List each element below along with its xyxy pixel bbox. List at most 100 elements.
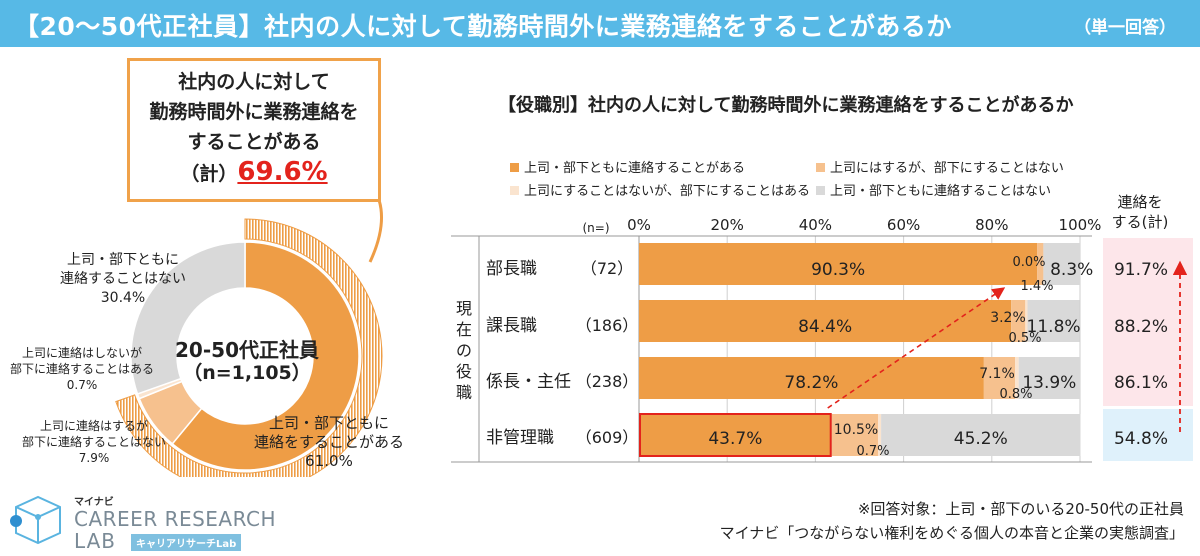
legend-item-both: 上司・部下ともに連絡することがある — [510, 157, 745, 176]
legend-swatch-subordinate-only — [510, 186, 519, 195]
donut-label-subordinate-only: 上司に連絡はしないが 部下に連絡することはある 0.7% — [10, 345, 154, 393]
y-axis-label-char-3: 役 — [456, 362, 472, 381]
data-label-subordinate-only-kacho: 0.5% — [1008, 331, 1041, 346]
total-header-line1: 連絡を — [1117, 193, 1162, 211]
donut-label-sup-line2: 部下に連絡することはない — [22, 435, 167, 449]
bar-superior-only-non-manager — [831, 414, 879, 456]
total-value-kacho: 88.2% — [1114, 317, 1168, 337]
footer-source: マイナビ「つながらない権利をめぐる個人の本音と企業の実態調査」 — [719, 524, 1184, 542]
data-label-neither-non-manager: 45.2% — [954, 429, 1008, 449]
row-label-non-manager: 非管理職 — [486, 428, 554, 448]
data-label-both-kacho: 84.4% — [798, 317, 852, 337]
data-label-neither-bucho: 8.3% — [1050, 260, 1093, 280]
row-n-kacho: （186） — [576, 316, 639, 335]
bar-neither-kacho — [1027, 300, 1080, 342]
total-bg-non-manager — [1103, 409, 1193, 461]
x-tick-label-100: 100% — [1059, 216, 1102, 234]
donut-label-neither: 上司・部下ともに 連絡することはない 30.4% — [60, 251, 186, 308]
bar-neither-bucho — [1043, 243, 1080, 285]
data-label-subordinate-only-kakaricho: 0.8% — [999, 387, 1032, 402]
data-label-both-kakaricho: 78.2% — [784, 373, 838, 393]
donut-label-sub-line1: 上司に連絡はしないが — [22, 346, 143, 360]
x-tick-label-60: 60% — [887, 216, 920, 234]
data-label-both-non-manager: 43.7% — [708, 429, 762, 449]
x-tick-label-20: 20% — [711, 216, 744, 234]
bar-subordinate-only-kakaricho — [1015, 357, 1019, 399]
data-label-superior-only-bucho: 1.4% — [1020, 279, 1053, 294]
data-label-neither-kakaricho: 13.9% — [1022, 373, 1076, 393]
data-label-neither-kacho: 11.8% — [1027, 317, 1081, 337]
row-n-bucho: （72） — [581, 259, 633, 278]
row-label-kakaricho: 係長・主任 — [486, 372, 571, 392]
total-callout: 社内の人に対して 勤務時間外に業務連絡を することがある （計）69.6% — [127, 58, 381, 202]
legend-label-both: 上司・部下ともに連絡することがある — [524, 161, 746, 176]
bar-neither-non-manager — [881, 414, 1081, 456]
logo-kana: キャリアリサーチLab — [131, 534, 242, 551]
career-research-lab-logo — [10, 495, 61, 545]
bar-both-kakaricho — [639, 357, 984, 399]
donut-label-neither-line2: 連絡することはない — [60, 271, 186, 287]
callout-line-3: することがある — [187, 131, 321, 153]
data-label-both-bucho: 90.3% — [811, 260, 865, 280]
data-label-superior-only-kakaricho: 7.1% — [979, 366, 1015, 382]
legend-label-subordinate-only: 上司にすることはないが、部下にすることはある — [524, 184, 811, 199]
highlight-box-non-manager — [639, 413, 832, 457]
callout-line-2: 勤務時間外に業務連絡を — [149, 101, 359, 123]
legend-swatch-both — [510, 163, 519, 172]
answer-type-note: （単一回答） — [1074, 18, 1176, 38]
donut-center-title: 20-50代正社員 — [175, 338, 319, 362]
bar-chart-title: 【役職別】社内の人に対して勤務時間外に業務連絡をすることがあるか — [498, 95, 1074, 116]
logo-line-1: CAREER RESEARCH — [74, 507, 277, 531]
n-header-label: (n=) — [582, 221, 609, 235]
title-banner: 【20～50代正社員】社内の人に対して勤務時間外に業務連絡をすることがあるか （… — [0, 0, 1200, 47]
data-label-superior-only-non-manager: 10.5% — [834, 422, 878, 438]
row-n-kakaricho: （238） — [576, 372, 639, 391]
y-axis-label-char-4: 職 — [456, 383, 472, 402]
callout-line-1: 社内の人に対して — [178, 71, 330, 93]
bar-superior-only-bucho — [1037, 243, 1044, 285]
total-header-line2: する(計) — [1112, 213, 1169, 231]
row-n-non-manager: （609） — [576, 428, 639, 447]
bar-both-non-manager — [639, 414, 832, 456]
logo-line-2: LAB — [74, 529, 117, 553]
legend-item-superior-only: 上司にはするが、部下にすることはない — [816, 157, 1064, 176]
bar-superior-only-kakaricho — [983, 357, 1016, 399]
bar-subordinate-only-non-manager — [878, 414, 882, 456]
page-title: 【20～50代正社員】社内の人に対して勤務時間外に業務連絡をすることがあるか — [14, 12, 952, 41]
donut-slice-neither — [130, 241, 246, 395]
legend-swatch-neither — [816, 186, 825, 195]
donut-label-sub-value: 0.7% — [66, 378, 98, 392]
donut-label-both-line1: 上司・部下ともに — [269, 414, 390, 432]
donut-chart — [115, 184, 383, 477]
data-label-superior-only-kacho: 3.2% — [990, 310, 1026, 326]
donut-center-n: （n=1,105） — [183, 362, 311, 384]
legend-swatch-superior-only — [816, 163, 825, 172]
total-value-kakaricho: 86.1% — [1114, 373, 1168, 393]
callout-total-prefix: （計） — [180, 163, 238, 185]
total-value-non-manager: 54.8% — [1114, 429, 1168, 449]
callout-total-value: 69.6% — [237, 157, 328, 187]
row-label-bucho: 部長職 — [486, 259, 537, 279]
total-value-bucho: 91.7% — [1114, 260, 1168, 280]
data-label-subordinate-only-bucho: 0.0% — [1012, 255, 1045, 270]
donut-label-sup-line1: 上司に連絡はするが — [40, 419, 149, 433]
x-tick-label-80: 80% — [975, 216, 1008, 234]
bar-neither-kakaricho — [1018, 357, 1080, 399]
data-label-subordinate-only-non-manager: 0.7% — [856, 444, 889, 459]
y-axis-label-char-0: 現 — [456, 299, 472, 318]
bar-subordinate-only-kacho — [1025, 300, 1028, 342]
row-label-kacho: 課長職 — [486, 316, 537, 336]
legend-item-neither: 上司・部下ともに連絡することはない — [816, 180, 1051, 199]
donut-label-neither-line1: 上司・部下ともに — [67, 252, 179, 268]
trend-arrow — [827, 287, 1006, 409]
legend-label-superior-only: 上司にはするが、部下にすることはない — [830, 161, 1064, 176]
bar-both-kacho — [639, 300, 1012, 342]
donut-total-ring — [115, 218, 383, 477]
donut-label-both-line2: 連絡をすることがある — [254, 433, 405, 451]
footer-note: ※回答対象：上司・部下のいる20-50代の正社員 — [857, 500, 1184, 518]
bar-both-bucho — [639, 243, 1038, 285]
donut-label-both-value: 61.0% — [305, 452, 353, 470]
donut-label-sup-value: 7.9% — [78, 451, 110, 465]
donut-label-neither-value: 30.4% — [100, 290, 146, 306]
